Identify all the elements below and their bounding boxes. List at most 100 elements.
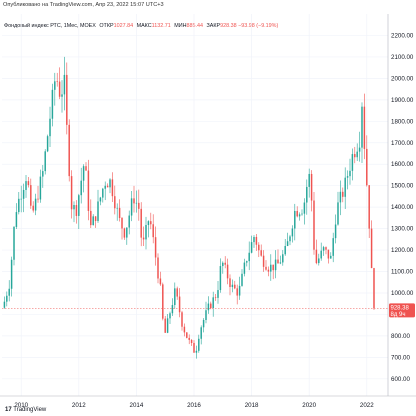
x-tick-label: 2018 [245, 402, 259, 409]
candle-body [356, 151, 358, 158]
legend-high-label: МАКС [136, 23, 152, 29]
candle-body [243, 262, 246, 274]
y-tick-label: 800.00 [391, 333, 410, 340]
candle-body [296, 210, 298, 217]
candles [3, 56, 375, 359]
candle-body [308, 173, 310, 187]
price-axis[interactable] [388, 14, 416, 396]
candle-body [289, 236, 291, 242]
candle-body [34, 198, 37, 211]
tradingview-wordmark: TradingView [13, 407, 47, 413]
candle-body [284, 245, 286, 255]
y-tick-label: 2100.00 [391, 54, 414, 61]
candle-body [207, 303, 210, 311]
candle-body [202, 320, 205, 328]
y-tick-label: 1400.00 [391, 204, 414, 211]
candle-body [32, 205, 34, 211]
x-tick-label: 2022 [360, 402, 374, 409]
last-price-tag-value: 928.38 [391, 305, 410, 311]
candle-body [212, 297, 214, 309]
candle-body [322, 247, 325, 251]
candle-body [140, 208, 142, 238]
y-tick-label: 600.00 [391, 376, 410, 383]
candle-body [13, 226, 15, 260]
candle-body [217, 290, 219, 298]
candle-body [106, 185, 109, 188]
y-tick-label: 1200.00 [391, 247, 414, 254]
candle-body [145, 224, 147, 240]
candle-body [121, 217, 123, 229]
candle-body [135, 202, 138, 204]
candle-body [61, 94, 63, 97]
candle-body [154, 237, 157, 258]
candle-body [224, 262, 226, 265]
x-tick-labels: 2010 2012 2014 2016 2018 2020 2022 [14, 402, 374, 409]
legend-open-label: ОТКР [99, 23, 114, 29]
y-tick-label: 2200.00 [391, 32, 414, 39]
candle-body [226, 264, 229, 279]
candle-body [272, 264, 274, 271]
candle-body [116, 207, 118, 209]
candle-body [346, 176, 349, 178]
candle-body [78, 195, 80, 216]
y-tick-label: 1000.00 [391, 290, 414, 297]
legend-high-value: 1132.71 [151, 23, 171, 29]
y-tick-label: 1300.00 [391, 226, 414, 233]
candle-body [219, 266, 222, 291]
legend-close-label: ЗАКР [206, 23, 221, 29]
candle-body [265, 266, 267, 270]
candle-body [51, 89, 54, 119]
candle-body [334, 224, 337, 239]
y-tick-label: 1600.00 [391, 161, 414, 168]
y-tick-label: 1900.00 [391, 97, 414, 104]
candle-body [195, 350, 198, 353]
grid-lines [2, 14, 388, 396]
candle-body [94, 216, 97, 221]
candle-body [325, 247, 327, 250]
candle-body [99, 197, 102, 202]
candle-body [270, 264, 272, 272]
candle-body [171, 305, 174, 314]
candle-body [279, 262, 282, 264]
candle-body [327, 249, 330, 259]
candle-body [104, 185, 106, 189]
candle-body [368, 185, 370, 229]
candle-body [358, 147, 361, 152]
candle-body [178, 296, 181, 313]
x-tick-label: 2010 [14, 402, 28, 409]
candle-body [8, 288, 10, 296]
candle-body [68, 124, 70, 177]
candle-body [164, 318, 166, 333]
candle-body [66, 74, 68, 125]
candle-body [20, 198, 22, 200]
last-price-tag-box [389, 303, 415, 318]
legend-change: −93.98 (−9.19%) [238, 23, 279, 29]
candle-body [85, 166, 87, 171]
candle-body [354, 154, 356, 158]
candle-body [370, 228, 373, 269]
candle-body [54, 81, 56, 90]
candle-body [342, 191, 344, 197]
candle-body [6, 295, 8, 302]
candle-body [205, 310, 207, 321]
tradingview-watermark[interactable]: 17 TradingView [5, 407, 46, 413]
candle-body [63, 74, 66, 95]
candle-body [111, 179, 114, 197]
candle-body [234, 284, 236, 289]
candle-body [303, 202, 306, 214]
candle-body [10, 259, 13, 289]
candle-body [3, 301, 6, 308]
candle-body [190, 339, 193, 343]
candle-body [351, 154, 354, 171]
candle-body [313, 200, 315, 250]
candle-body [344, 177, 346, 197]
candle-body [231, 284, 234, 287]
candle-body [294, 210, 296, 229]
x-tick-label: 2016 [187, 402, 201, 409]
candle-body [282, 254, 284, 263]
x-tick-label: 2020 [302, 402, 316, 409]
candle-body [183, 326, 186, 333]
candle-body [332, 238, 334, 256]
candle-body [186, 332, 188, 338]
